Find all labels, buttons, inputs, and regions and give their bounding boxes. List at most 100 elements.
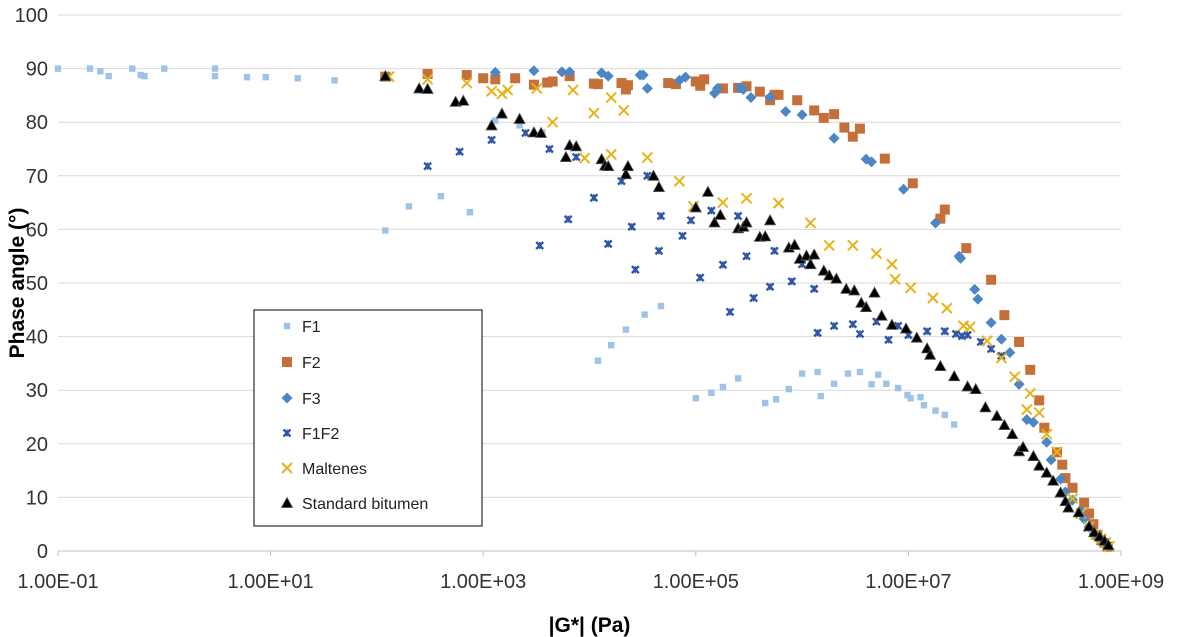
data-point	[711, 82, 723, 94]
data-point	[935, 213, 946, 224]
data-point	[485, 85, 498, 97]
data-point	[809, 284, 819, 294]
x-tick-label: 1.00E+05	[653, 571, 739, 593]
data-point	[54, 65, 62, 72]
legend-entry: Standard bitumen	[280, 496, 428, 513]
data-point	[969, 283, 981, 295]
data-point	[663, 78, 674, 89]
data-point	[496, 88, 508, 100]
data-point	[211, 72, 219, 80]
data-point	[521, 128, 530, 138]
data-point	[1033, 407, 1045, 419]
legend-marker	[281, 462, 293, 474]
data-point	[708, 389, 715, 397]
data-point	[941, 411, 948, 419]
data-point	[1055, 473, 1067, 485]
legend-entry: Maltenes	[281, 461, 367, 478]
data-point	[804, 217, 817, 229]
data-point	[828, 132, 840, 144]
data-point	[495, 107, 509, 119]
data-point	[379, 69, 392, 82]
data-point	[1014, 336, 1025, 347]
data-point	[556, 66, 568, 78]
data-point	[1006, 427, 1019, 440]
data-point	[740, 192, 753, 205]
data-point	[955, 252, 967, 264]
legend-entry: F1	[283, 319, 321, 336]
data-point	[559, 150, 573, 162]
y-tick-label: 90	[26, 59, 48, 81]
data-point	[534, 126, 548, 138]
data-point	[855, 329, 865, 339]
data-point	[742, 251, 751, 261]
data-point	[930, 217, 942, 229]
data-point	[670, 79, 681, 90]
data-point	[749, 293, 758, 303]
data-point	[870, 247, 883, 260]
data-point	[545, 144, 554, 154]
data-point	[866, 156, 878, 168]
data-point	[813, 328, 822, 338]
data-point	[798, 370, 806, 377]
data-point	[592, 79, 603, 90]
data-point	[1062, 501, 1075, 513]
data-point	[607, 341, 615, 349]
data-point	[733, 211, 743, 221]
data-point	[1060, 473, 1071, 484]
data-point	[765, 282, 775, 292]
data-points	[54, 65, 1116, 552]
data-point	[1046, 474, 1060, 486]
x-tick-label: 1.00E+09	[1078, 571, 1164, 593]
y-tick-label: 60	[26, 219, 48, 241]
data-point	[422, 68, 433, 79]
y-tick-label: 30	[26, 380, 48, 402]
y-tick-label: 10	[26, 487, 48, 509]
data-point	[243, 73, 251, 81]
data-point	[808, 248, 821, 260]
data-point	[809, 105, 820, 116]
data-point	[631, 265, 640, 274]
data-point	[934, 359, 947, 371]
legend-entry: F1F2	[282, 426, 339, 443]
data-point	[1040, 466, 1053, 478]
data-point	[907, 178, 918, 189]
data-point	[718, 260, 728, 270]
data-point	[907, 395, 914, 402]
data-point	[641, 151, 654, 164]
data-point	[421, 82, 434, 94]
data-point	[986, 274, 997, 285]
data-point	[823, 269, 836, 281]
data-point	[656, 211, 666, 221]
y-tick-label: 100	[15, 5, 48, 27]
data-point	[161, 65, 168, 72]
data-point	[859, 300, 873, 313]
data-point	[619, 167, 633, 180]
data-point	[105, 72, 112, 80]
data-point	[382, 227, 389, 234]
data-point	[485, 119, 498, 131]
y-tick-label: 0	[37, 541, 48, 563]
data-point	[654, 246, 664, 256]
data-point	[894, 384, 902, 392]
data-point	[889, 273, 901, 285]
data-point	[995, 352, 1008, 364]
legend-label: F2	[302, 355, 321, 372]
data-point	[563, 214, 573, 224]
data-point	[423, 161, 432, 171]
data-point	[737, 84, 749, 96]
legend-label: F1	[302, 319, 321, 336]
data-point	[637, 69, 649, 81]
data-point	[1034, 395, 1045, 406]
y-tick-label: 20	[26, 434, 48, 456]
data-point	[706, 206, 716, 215]
data-point	[868, 381, 875, 388]
data-point	[741, 81, 752, 92]
legend-label: Standard bitumen	[302, 496, 428, 513]
data-point	[773, 89, 784, 100]
grid	[58, 14, 1121, 498]
data-point	[641, 311, 648, 318]
data-point	[1041, 436, 1053, 448]
series-standard-bitumen	[379, 69, 1115, 551]
data-point	[990, 409, 1004, 421]
data-point	[652, 180, 666, 192]
